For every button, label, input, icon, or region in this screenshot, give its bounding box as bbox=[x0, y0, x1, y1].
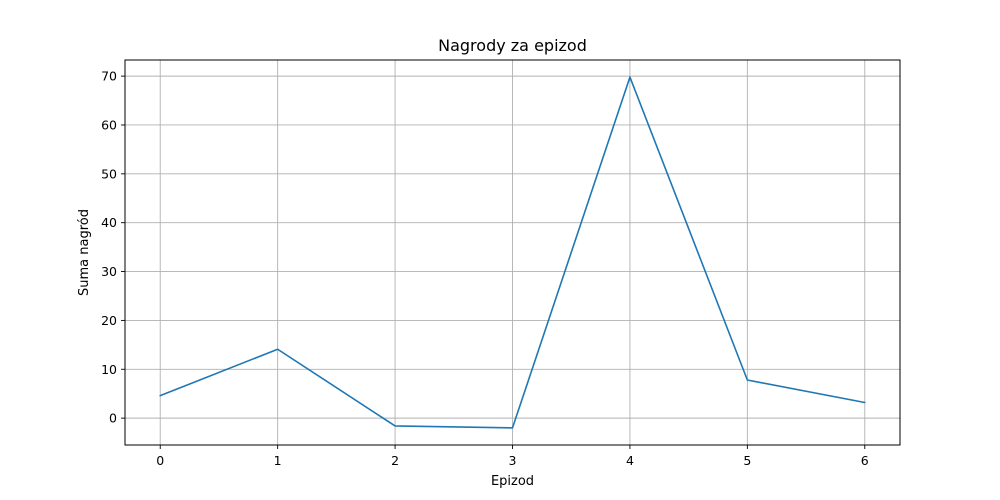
x-tick-label: 1 bbox=[274, 453, 282, 468]
series-layer bbox=[159, 76, 866, 429]
y-tick-label: 60 bbox=[101, 117, 117, 132]
grid-layer bbox=[125, 60, 900, 445]
x-tick-label: 5 bbox=[743, 453, 751, 468]
series-line bbox=[159, 76, 866, 429]
y-tick-label: 40 bbox=[101, 215, 117, 230]
x-tick-label: 2 bbox=[391, 453, 399, 468]
y-tick-label: 50 bbox=[101, 166, 117, 181]
chart-title: Nagrody za epizod bbox=[438, 36, 587, 55]
y-axis-label: Suma nagród bbox=[77, 209, 92, 296]
x-tick-label: 6 bbox=[861, 453, 869, 468]
y-tick-label: 30 bbox=[101, 264, 117, 279]
y-tick-label: 0 bbox=[109, 411, 117, 426]
y-tick-label: 20 bbox=[101, 313, 117, 328]
y-tick-label: 70 bbox=[101, 69, 117, 84]
x-axis-label: Epizod bbox=[491, 474, 534, 489]
x-tick-label: 3 bbox=[509, 453, 517, 468]
x-tick-label: 4 bbox=[626, 453, 634, 468]
y-tick-label: 10 bbox=[101, 362, 117, 377]
x-tick-label: 0 bbox=[156, 453, 164, 468]
